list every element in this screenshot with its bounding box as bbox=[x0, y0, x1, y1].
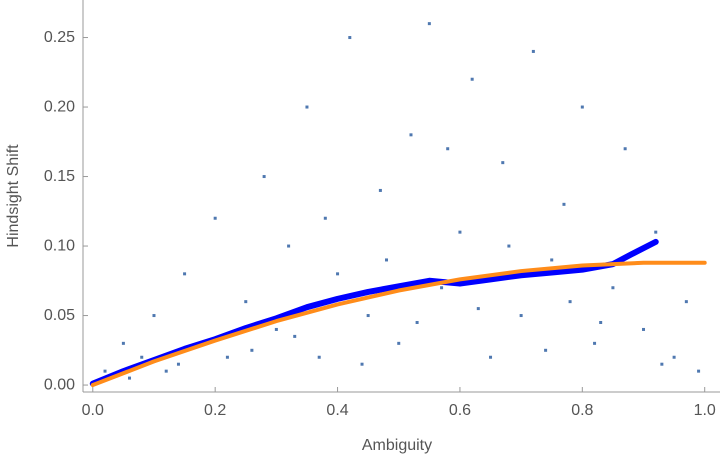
curve bbox=[89, 238, 659, 387]
scatter-point bbox=[593, 341, 597, 345]
scatter-point bbox=[440, 286, 444, 290]
x-tick-label: 0.4 bbox=[326, 402, 348, 419]
scatter-point bbox=[458, 230, 462, 234]
x-tick-label: 1.0 bbox=[694, 402, 716, 419]
scatter-point bbox=[611, 286, 615, 290]
scatter-point bbox=[287, 244, 291, 248]
scatter-point bbox=[378, 188, 382, 192]
scatter-point bbox=[385, 258, 389, 262]
scatter-point bbox=[128, 376, 132, 380]
scatter-point bbox=[250, 348, 254, 352]
y-tick-label: 0.00 bbox=[44, 376, 75, 393]
scatter-point bbox=[317, 355, 321, 359]
y-tick-label: 0.10 bbox=[44, 237, 75, 254]
x-tick-label: 0.8 bbox=[571, 402, 593, 419]
y-axis-label: Hindsight Shift bbox=[5, 144, 22, 248]
scatter-point bbox=[550, 258, 554, 262]
scatter-point bbox=[501, 161, 505, 165]
x-tick-label: 0.6 bbox=[449, 402, 471, 419]
scatter-point bbox=[599, 320, 603, 324]
scatter-point bbox=[580, 105, 584, 109]
curve bbox=[90, 260, 707, 388]
scatter-point bbox=[183, 272, 187, 276]
scatter-point bbox=[660, 362, 664, 366]
scatter-point bbox=[654, 230, 658, 234]
scatter-point bbox=[544, 348, 548, 352]
x-tick-label: 0.0 bbox=[82, 402, 104, 419]
scatter-point bbox=[176, 362, 180, 366]
scatter-point bbox=[415, 320, 419, 324]
x-axis-label: Ambiguity bbox=[362, 437, 432, 454]
scatter-point bbox=[446, 147, 450, 151]
scatter-point bbox=[140, 355, 144, 359]
y-tick-label: 0.20 bbox=[44, 98, 75, 115]
scatter-point bbox=[305, 105, 309, 109]
scatter-point bbox=[348, 36, 352, 40]
scatter-point bbox=[336, 272, 340, 276]
scatter-point bbox=[507, 244, 511, 248]
scatter-point bbox=[293, 334, 297, 338]
scatter-point bbox=[244, 300, 248, 304]
scatter-point bbox=[476, 307, 480, 311]
scatter-point bbox=[409, 133, 413, 137]
x-tick-label: 0.2 bbox=[204, 402, 226, 419]
scatter-point bbox=[489, 355, 493, 359]
y-tick-label: 0.25 bbox=[44, 29, 75, 46]
y-tick-label: 0.15 bbox=[44, 168, 75, 185]
scatter-point bbox=[274, 327, 278, 331]
scatter-point bbox=[360, 362, 364, 366]
scatter-point bbox=[366, 314, 370, 318]
scatter-point bbox=[568, 300, 572, 304]
scatter-point bbox=[152, 314, 156, 318]
scatter-point bbox=[642, 327, 646, 331]
scatter-point bbox=[470, 77, 474, 81]
scatter-point bbox=[397, 341, 401, 345]
scatter-point bbox=[697, 369, 701, 373]
scatter-point bbox=[225, 355, 229, 359]
scatter-point bbox=[262, 175, 266, 179]
scatter-point bbox=[164, 369, 168, 373]
scatter-point bbox=[531, 49, 535, 53]
scatter-point bbox=[519, 314, 523, 318]
scatter-point bbox=[323, 216, 327, 220]
scatter-point bbox=[672, 355, 676, 359]
scatter-point bbox=[562, 202, 566, 206]
scatter-point bbox=[684, 300, 688, 304]
scatter-point bbox=[121, 341, 125, 345]
scatter-point bbox=[427, 22, 431, 26]
scatter-point bbox=[213, 216, 217, 220]
y-tick-label: 0.05 bbox=[44, 307, 75, 324]
scatter-point bbox=[103, 369, 107, 373]
scatter-point bbox=[623, 147, 627, 151]
